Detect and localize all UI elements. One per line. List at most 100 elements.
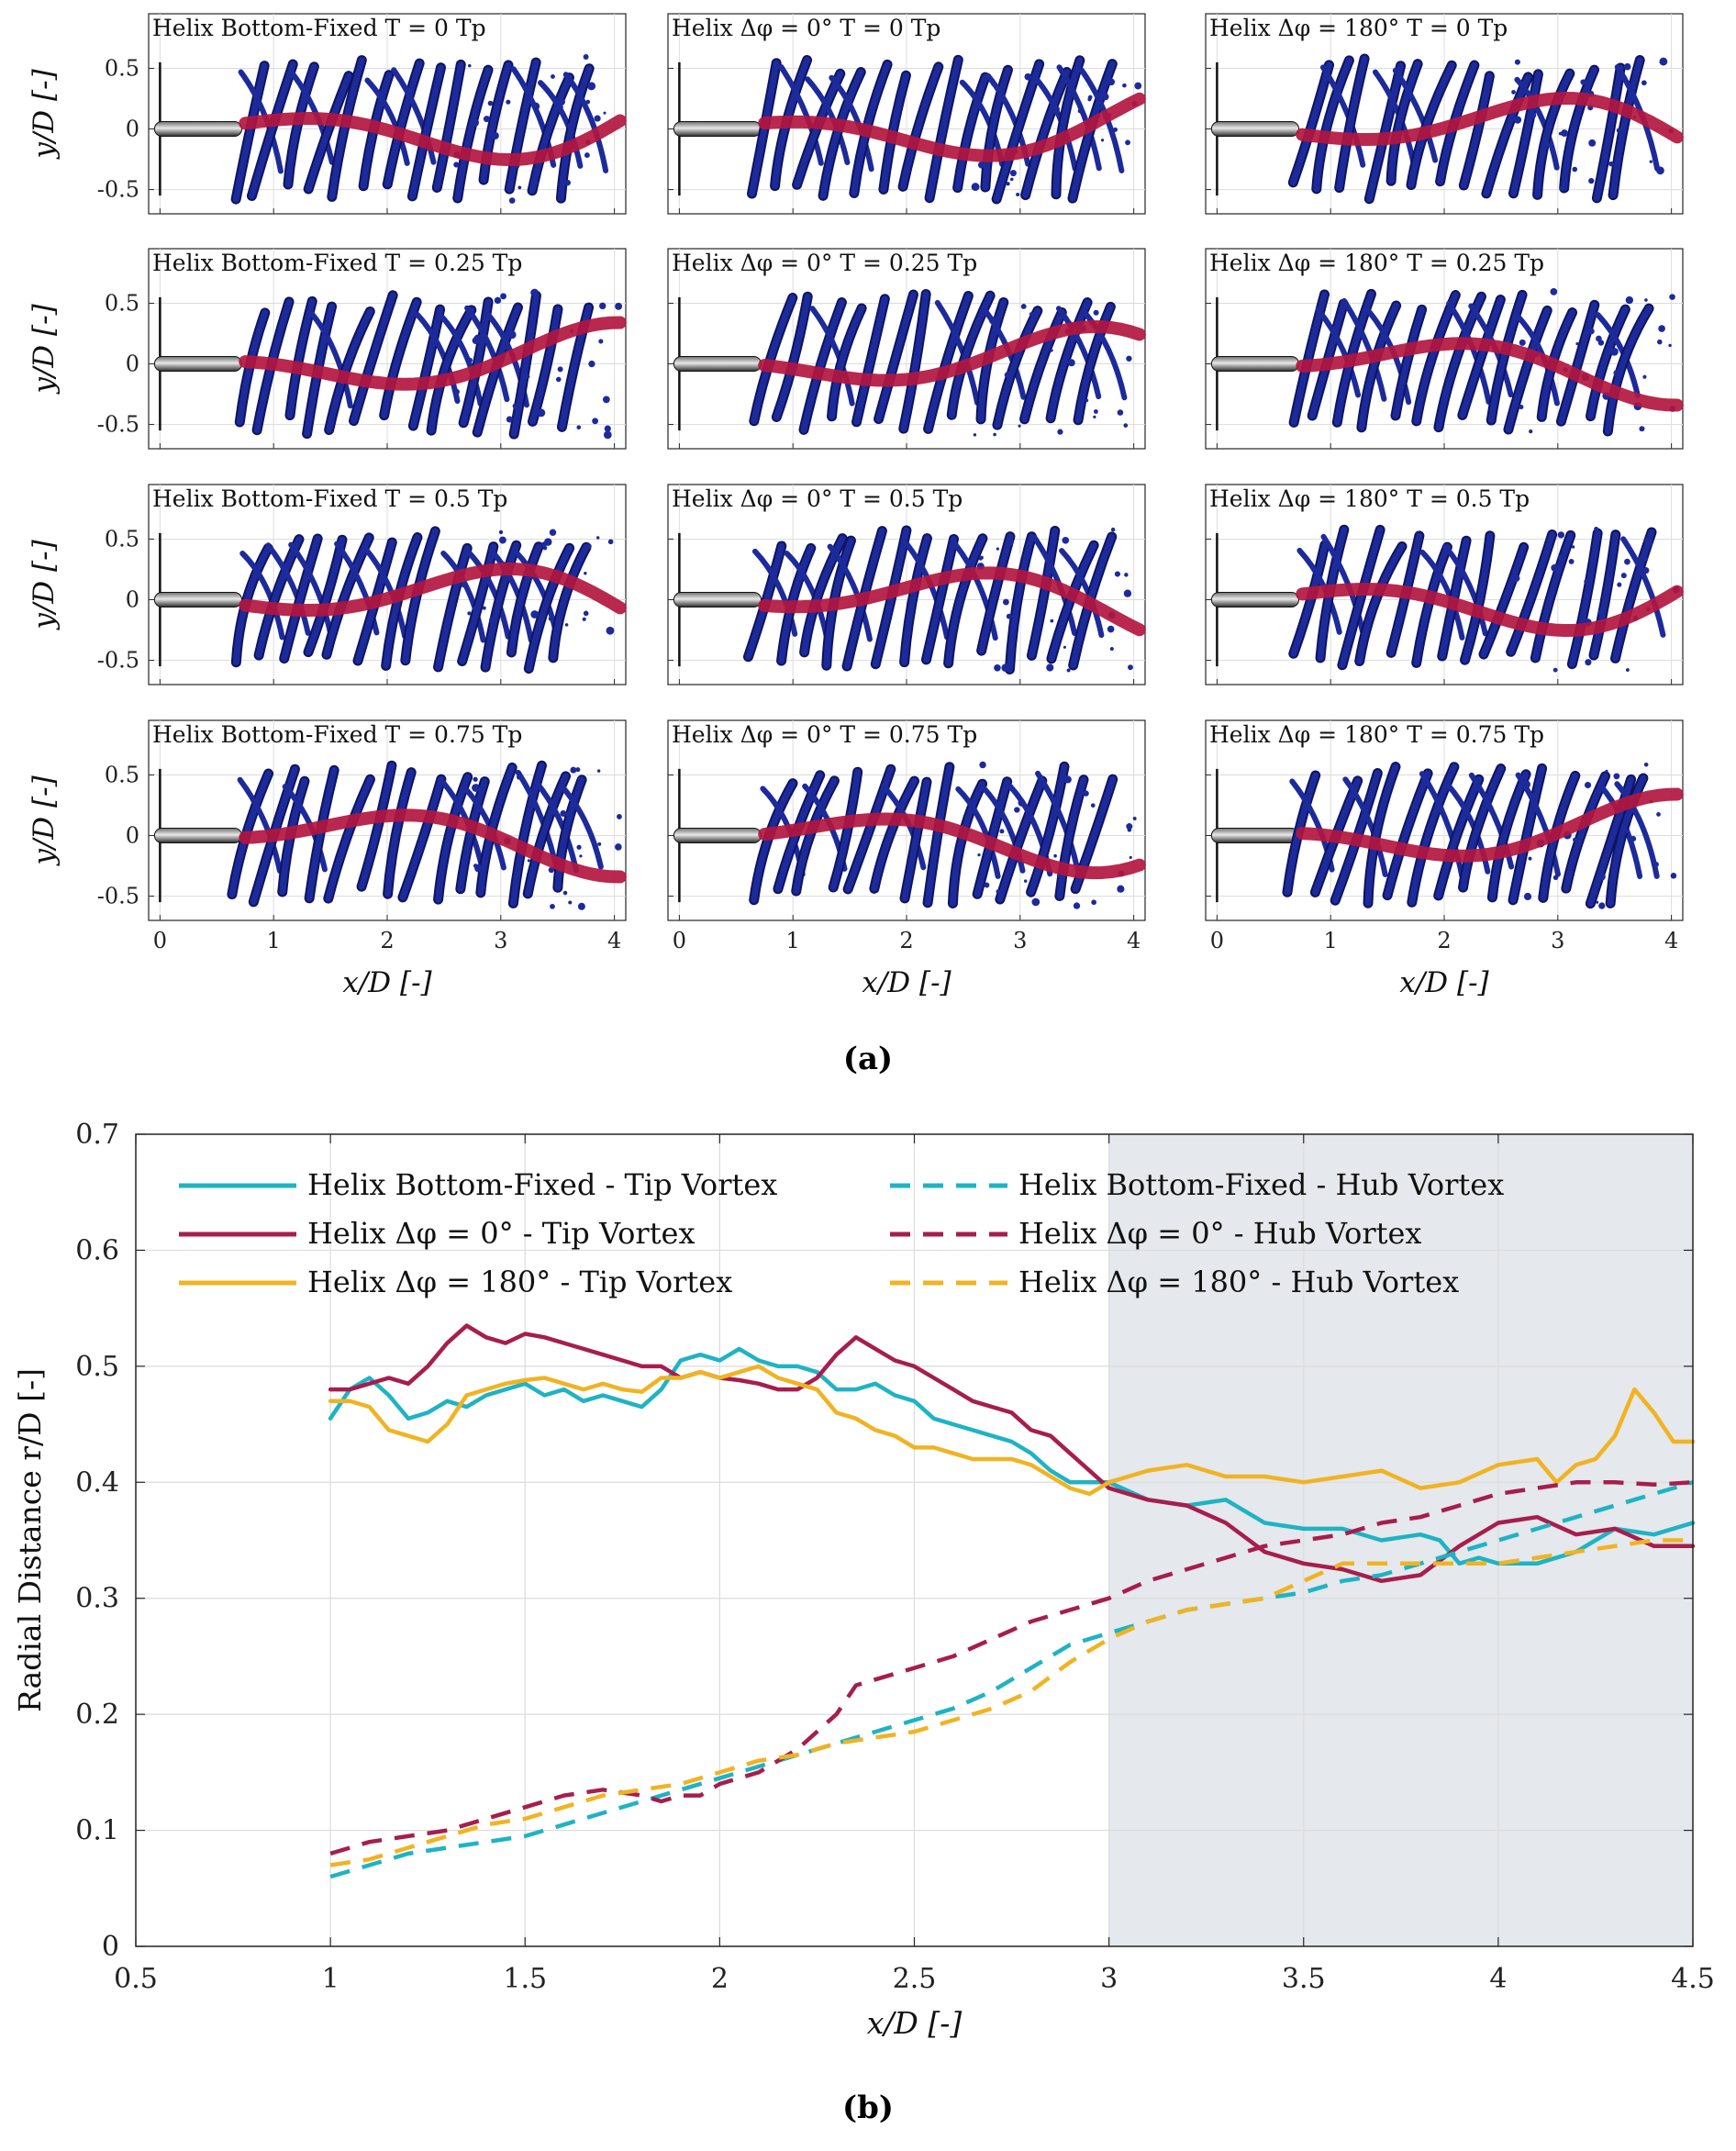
vortex-fragment xyxy=(988,317,997,325)
hub-vortex-path xyxy=(1296,787,1684,863)
tip-vortex-tube xyxy=(1035,770,1081,873)
y-tick-label: 0 xyxy=(126,117,139,142)
hub-vortex-path xyxy=(758,812,1146,880)
tip-vortex-tube xyxy=(305,536,346,656)
vortex-fragment xyxy=(548,616,553,621)
series-line-3 xyxy=(328,1364,1696,1497)
vortex-fragment xyxy=(1063,775,1072,784)
tip-vortex-tube xyxy=(1392,67,1439,163)
legend-label-5: Helix Δφ = 0° - Hub Vortex xyxy=(1018,1216,1421,1251)
tip-vortex-tube xyxy=(1435,775,1483,899)
vortex-fragment xyxy=(1023,879,1028,883)
y-axis-label: y/D [-] xyxy=(28,303,61,395)
vortex-fragment xyxy=(583,53,589,60)
vortex-fragment xyxy=(1048,824,1054,830)
tip-vortex-tube xyxy=(784,551,829,640)
tip-vortex-tube xyxy=(305,72,352,193)
panel-title: Helix Δφ = 0° T = 0.5 Tp xyxy=(672,485,963,512)
vortex-fragment xyxy=(1514,59,1520,65)
vortex-fragment xyxy=(506,416,513,423)
tip-vortex-tube xyxy=(996,777,1046,903)
vortex-fragment xyxy=(1018,424,1021,428)
vortex-fragment xyxy=(1630,835,1637,841)
vortex-fragment xyxy=(483,116,490,123)
vortex-fragment xyxy=(560,809,567,818)
vortex-fragment xyxy=(1550,288,1558,295)
x-tick-label: 1 xyxy=(322,1963,339,1995)
hub-vortex-path xyxy=(1296,92,1684,146)
vortex-fragment xyxy=(993,432,996,437)
tip-vortex-tube xyxy=(284,63,317,188)
tip-vortex-tube xyxy=(1419,549,1465,641)
hub-vortex-path xyxy=(239,808,627,884)
vortex-fragment xyxy=(1093,415,1096,418)
vortex-fragment xyxy=(530,288,540,297)
vortex-fragment xyxy=(517,185,522,190)
tip-vortex-tube xyxy=(524,773,570,897)
legend-label-2: Helix Δφ = 0° - Tip Vortex xyxy=(307,1216,696,1251)
tip-vortex-tube xyxy=(282,784,328,873)
tip-vortex-tube xyxy=(323,534,373,658)
vortex-fragment xyxy=(576,425,582,430)
vortex-fragment xyxy=(1575,341,1579,346)
vortex-fragment xyxy=(983,306,986,310)
vortex-fragment xyxy=(1585,659,1592,666)
vortex-fragment xyxy=(1050,349,1053,352)
vortex-fragment xyxy=(585,99,591,105)
vortex-fragment xyxy=(1062,537,1070,544)
vortex-fragment xyxy=(996,889,1001,895)
tip-vortex-tube xyxy=(974,778,1011,897)
vortex-fragment xyxy=(1069,819,1074,826)
tip-vortex-tube xyxy=(1534,70,1574,198)
tip-vortex-tube xyxy=(409,306,444,429)
vortex-fragment xyxy=(473,776,478,782)
vortex-fragment xyxy=(1668,343,1672,348)
vortex-fragment xyxy=(592,418,599,425)
vortex-fragment xyxy=(1616,128,1622,134)
tip-vortex-tube xyxy=(952,541,998,641)
tip-vortex-tube xyxy=(1508,531,1556,655)
tip-vortex-tube xyxy=(1568,529,1601,668)
vortex-fragment xyxy=(1512,574,1520,583)
vortex-structures xyxy=(230,53,609,205)
vortex-fragment xyxy=(979,555,984,560)
tip-vortex-tube xyxy=(1022,69,1071,199)
tip-vortex-tube xyxy=(265,542,311,636)
tip-vortex-tube xyxy=(391,67,437,165)
y-tick-label: 0.5 xyxy=(75,1351,119,1383)
tip-vortex-tube xyxy=(525,544,573,673)
vortex-fragment xyxy=(991,113,997,119)
hub-vortex-path xyxy=(758,319,1146,387)
vortex-fragment xyxy=(1594,891,1598,896)
vortex-fragment xyxy=(1046,663,1054,672)
tip-vortex-tube xyxy=(1462,532,1494,663)
vortex-fragment xyxy=(1090,803,1096,808)
tip-vortex-tube xyxy=(978,533,1014,654)
tip-vortex-tube xyxy=(924,763,953,907)
tip-vortex-tube xyxy=(513,549,559,634)
panel-title: Helix Δφ = 180° T = 0 Tp xyxy=(1209,15,1508,41)
x-axis-label: x/D [-] xyxy=(342,966,432,999)
tip-vortex-tube xyxy=(1339,526,1384,669)
turbine-nacelle xyxy=(1210,356,1300,373)
tip-vortex-tube xyxy=(358,762,395,890)
y-tick-label: 0.5 xyxy=(105,762,139,787)
tip-vortex-tube xyxy=(1419,771,1465,879)
x-tick-label: 2 xyxy=(899,928,913,953)
vortex-fragment xyxy=(1123,423,1129,428)
vortex-fragment xyxy=(1053,106,1061,113)
vortex-fragment xyxy=(1528,856,1532,861)
tip-vortex-tube xyxy=(922,535,958,663)
vortex-fragment xyxy=(1529,429,1533,434)
vortex-fragment xyxy=(1522,780,1531,789)
x-tick-label: 0 xyxy=(153,928,167,953)
flow-panel: Helix Δφ = 0° T = 0 Tp xyxy=(667,13,1146,215)
tip-vortex-tube xyxy=(1392,306,1426,419)
vortex-fragment xyxy=(1100,139,1105,142)
vortex-fragment xyxy=(606,626,615,635)
tip-vortex-tube xyxy=(829,768,862,891)
tip-vortex-tube xyxy=(1460,72,1493,189)
tip-vortex-tube xyxy=(900,291,929,432)
tip-vortex-tube xyxy=(899,63,942,190)
tip-vortex-tube xyxy=(1028,763,1068,896)
